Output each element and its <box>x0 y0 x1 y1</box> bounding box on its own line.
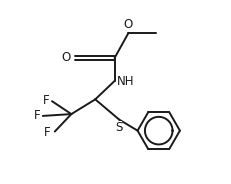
Text: F: F <box>44 126 51 139</box>
Text: O: O <box>123 18 132 31</box>
Text: NH: NH <box>117 75 134 88</box>
Text: S: S <box>115 121 122 135</box>
Text: F: F <box>43 94 50 107</box>
Text: O: O <box>62 52 71 64</box>
Text: F: F <box>33 109 40 122</box>
